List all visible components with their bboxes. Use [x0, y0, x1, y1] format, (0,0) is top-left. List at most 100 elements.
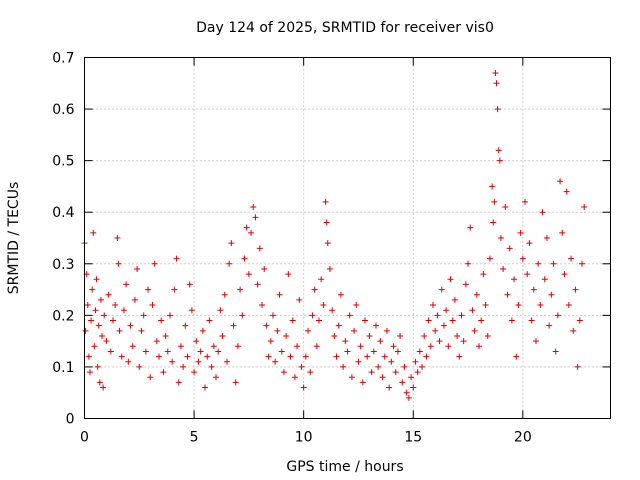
data-point [565, 302, 572, 309]
data-point [493, 80, 500, 87]
data-point [331, 332, 338, 339]
data-point [309, 312, 316, 319]
data-point [436, 338, 443, 345]
data-point [195, 358, 202, 365]
data-point [145, 286, 152, 293]
data-point [438, 286, 445, 293]
data-point [302, 353, 309, 360]
data-point [517, 229, 524, 236]
data-point [287, 353, 294, 360]
data-point [89, 286, 96, 293]
data-point [397, 332, 404, 339]
data-point [412, 358, 419, 365]
data-point [151, 260, 158, 267]
data-point [153, 338, 160, 345]
data-point [427, 343, 434, 350]
data-point [156, 353, 163, 360]
data-point [140, 312, 147, 319]
y-tick-label: 0.7 [52, 51, 74, 67]
data-point [323, 219, 330, 226]
data-point [101, 312, 108, 319]
data-point [272, 358, 279, 365]
data-point [377, 338, 384, 345]
data-point [112, 302, 119, 309]
grid-layer [84, 57, 611, 419]
data-point [158, 317, 165, 324]
data-point [90, 229, 97, 236]
data-point [252, 214, 259, 221]
data-point [465, 260, 472, 267]
data-point [511, 276, 518, 283]
data-point [535, 260, 542, 267]
data-point [425, 317, 432, 324]
data-point [344, 348, 351, 355]
data-point [484, 332, 491, 339]
data-point [123, 281, 130, 288]
data-point [528, 317, 535, 324]
data-point [261, 265, 268, 272]
data-point [294, 343, 301, 350]
data-point [394, 348, 401, 355]
y-tick-label: 0 [66, 412, 75, 428]
data-point [298, 363, 305, 370]
data-point [230, 322, 237, 329]
data-point [280, 369, 287, 376]
data-point [403, 389, 410, 396]
data-point [471, 327, 478, 334]
data-point [99, 332, 106, 339]
data-point [285, 271, 292, 278]
data-point [326, 265, 333, 272]
data-point [274, 327, 281, 334]
data-point [93, 276, 100, 283]
data-point [291, 374, 298, 381]
data-point [320, 302, 327, 309]
data-point [502, 204, 509, 211]
x-tick-label: 15 [404, 430, 422, 446]
data-point [496, 157, 503, 164]
data-point [324, 240, 331, 247]
data-point [250, 204, 257, 211]
data-point [300, 384, 307, 391]
data-point [329, 307, 336, 314]
data-point [548, 291, 555, 298]
data-point [254, 281, 261, 288]
data-point [340, 363, 347, 370]
data-point [175, 379, 182, 386]
data-point [316, 317, 323, 324]
data-point [405, 394, 412, 401]
data-point [134, 265, 141, 272]
data-point [217, 307, 224, 314]
tick-labels: 0 0.1 0.2 0.3 0.4 0.5 0.6 0.7 0 5 10 15 20 [52, 51, 532, 446]
data-point [267, 338, 274, 345]
y-tick-label: 0.4 [52, 205, 74, 221]
data-point [383, 327, 390, 334]
y-tick-label: 0.6 [52, 102, 74, 118]
data-point [191, 369, 198, 376]
data-point [120, 307, 127, 314]
data-point [454, 332, 461, 339]
data-point [522, 198, 529, 205]
data-point [127, 322, 134, 329]
y-tick-label: 0.3 [52, 257, 74, 273]
data-point [114, 235, 121, 241]
data-point [410, 384, 417, 391]
data-point [550, 260, 557, 267]
data-point [197, 348, 204, 355]
data-point [519, 255, 526, 262]
data-point [95, 322, 102, 329]
data-point [115, 260, 122, 267]
data-point [234, 343, 241, 350]
data-point [84, 302, 91, 309]
data-point [283, 332, 290, 339]
data-point [506, 245, 513, 252]
data-point [256, 245, 263, 252]
data-point [188, 307, 195, 314]
data-point [202, 384, 209, 391]
data-point [169, 358, 176, 365]
data-point [432, 327, 439, 334]
data-point [351, 327, 358, 334]
data-point [401, 363, 408, 370]
data-point [103, 338, 110, 345]
data-point [228, 240, 235, 247]
data-point [379, 374, 386, 381]
